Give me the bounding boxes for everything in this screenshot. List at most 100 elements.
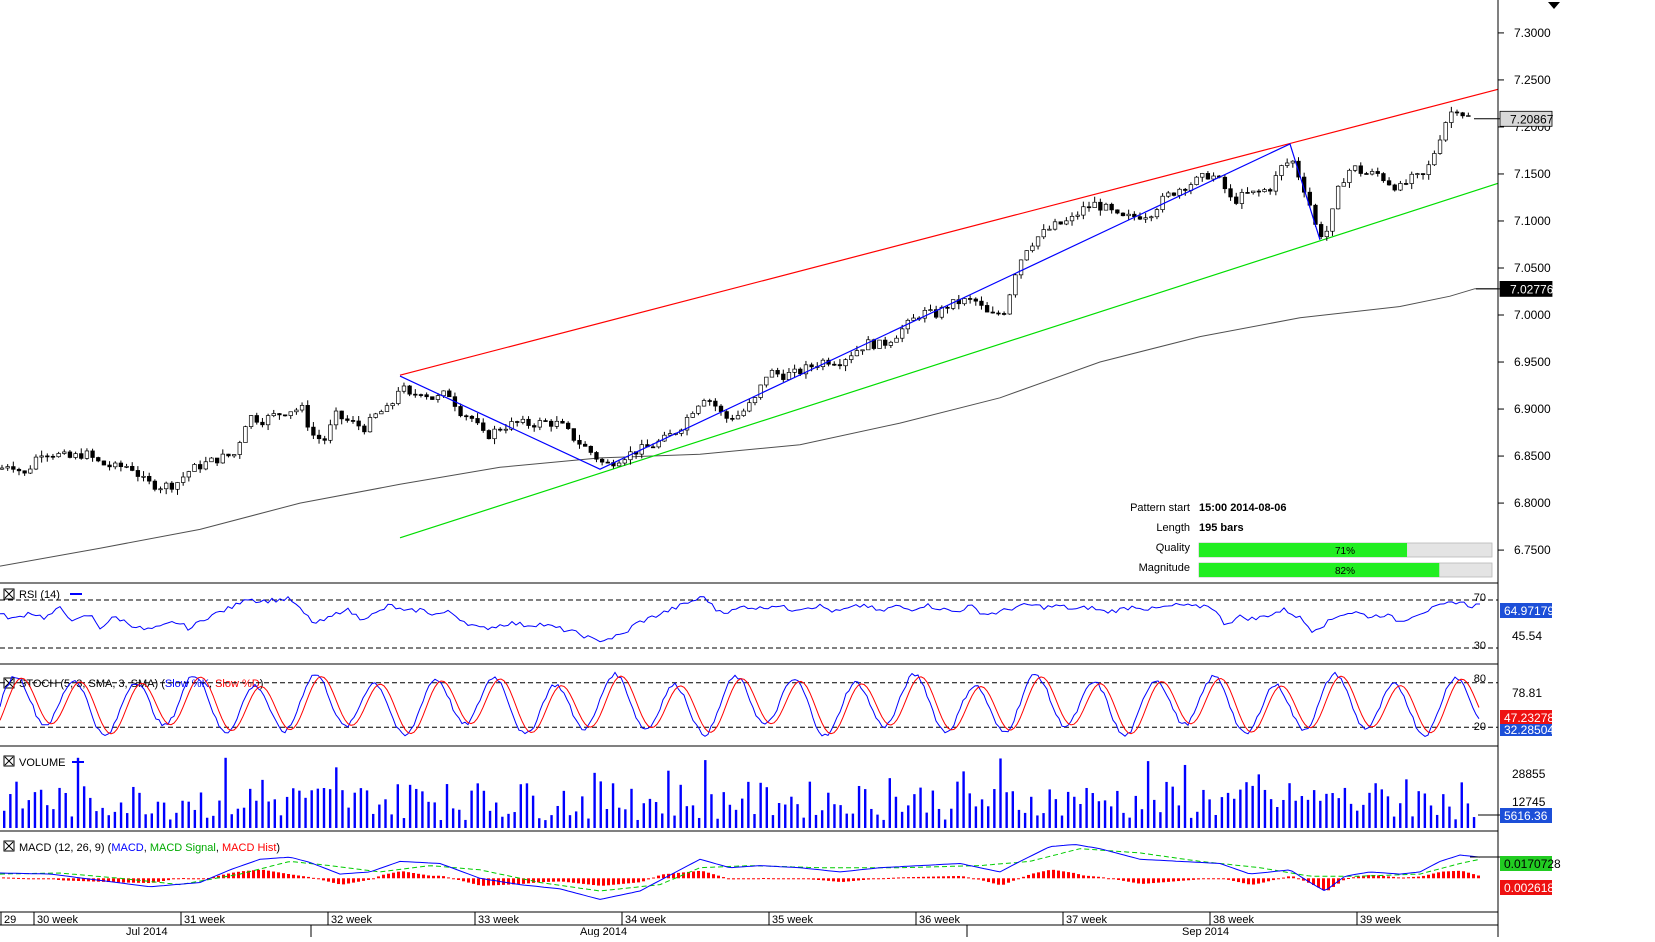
- macd-histogram: [2, 869, 1480, 891]
- macd-hist-bar: [222, 874, 225, 879]
- candle-body: [237, 442, 242, 455]
- volume-bar: [919, 787, 922, 828]
- volume-bar: [1017, 809, 1021, 828]
- volume-bar: [1103, 800, 1107, 828]
- volume-bar: [931, 790, 935, 828]
- macd-hist-bar: [252, 870, 255, 879]
- stoch-d-value-label: 47.23278: [1504, 711, 1554, 725]
- week-label: 38 week: [1213, 914, 1254, 926]
- macd-hist-bar: [627, 878, 630, 884]
- candle-body: [1239, 192, 1245, 204]
- macd-hist-bar: [812, 878, 815, 880]
- macd-hist-bar: [142, 878, 145, 883]
- volume-bar: [1091, 793, 1094, 828]
- macd-hist-bar: [1462, 871, 1465, 879]
- macd-hist-bar: [172, 878, 175, 880]
- macd-hist-bar: [402, 871, 405, 879]
- macd-hist-bar: [847, 878, 850, 882]
- ma-price-label: 7.02776: [1510, 282, 1554, 296]
- macd-hist-bar: [637, 878, 640, 883]
- macd-hist-bar: [52, 878, 55, 880]
- macd-title-close: ): [276, 842, 280, 854]
- candle-body: [62, 451, 67, 454]
- macd-hist-bar: [597, 878, 600, 886]
- macd-hist-bar: [1187, 878, 1190, 881]
- macd-hist-bar: [217, 875, 220, 879]
- volume-bar: [433, 802, 436, 828]
- volume-bar: [390, 814, 393, 828]
- candle-body: [158, 488, 163, 491]
- macd-hist-bar: [1312, 878, 1315, 886]
- macd-hist-bar: [152, 878, 155, 883]
- candle-body: [1234, 196, 1239, 204]
- macd-hist-bar: [1032, 873, 1035, 879]
- candle-body: [532, 425, 537, 428]
- macd-hist-bar: [37, 878, 40, 880]
- macd-hist-bar: [1157, 878, 1160, 883]
- volume-bar: [1288, 783, 1291, 828]
- stoch-d-line: [0, 675, 1480, 735]
- macd-hist-bar: [822, 878, 825, 881]
- candle-body: [101, 460, 107, 466]
- candle-body: [79, 453, 84, 459]
- ma-price-tag: 7.02776: [1476, 281, 1554, 297]
- volume-bar: [427, 801, 430, 828]
- macd-hist-bar: [692, 871, 695, 879]
- volume-bar: [519, 784, 522, 828]
- candle-body: [231, 454, 237, 457]
- macd-hist-bar: [132, 878, 135, 883]
- volume-bar: [1466, 803, 1470, 828]
- candle-body: [209, 457, 214, 463]
- stoch-title: STOCH (5, 3, SMA, 3, SMA) (Slow %K, Slow…: [19, 678, 263, 690]
- candle-body: [582, 443, 588, 447]
- candle-body: [367, 417, 373, 433]
- month-label: Sep 2014: [1182, 926, 1229, 937]
- macd-title-paren: (: [105, 842, 112, 854]
- volume-bar: [1171, 786, 1174, 828]
- week-label: 37 week: [1066, 914, 1107, 926]
- candle-body: [1115, 209, 1120, 214]
- candle-body: [198, 464, 203, 470]
- volume-bar: [476, 783, 479, 828]
- candle-body: [543, 420, 548, 422]
- candle-body: [996, 312, 1001, 315]
- volume-bar: [1159, 812, 1162, 828]
- volume-bar: [1048, 789, 1051, 828]
- candle-body: [107, 464, 112, 468]
- rsi-level-70-label: 70: [1474, 592, 1486, 604]
- volume-bar: [267, 801, 270, 828]
- current-price-label: 7.20867: [1510, 112, 1554, 126]
- volume-bar: [1417, 791, 1420, 828]
- macd-hist-bar: [1287, 876, 1290, 879]
- candle-body: [684, 417, 690, 431]
- candle-body: [1279, 165, 1284, 176]
- volume-bar: [1356, 810, 1359, 828]
- macd-hist-bar: [212, 876, 215, 879]
- macd-hist-bar: [227, 873, 230, 879]
- macd-hist-bar: [1052, 869, 1055, 879]
- volume-bar: [372, 813, 375, 828]
- month-labels: Jul 2014 Aug 2014 Sep 2014: [126, 925, 1229, 938]
- candle-body: [50, 455, 56, 458]
- macd-hist-bar: [27, 878, 30, 880]
- volume-bar: [741, 798, 744, 828]
- candle-body: [175, 482, 180, 490]
- scroll-marker-icon[interactable]: [1548, 2, 1560, 9]
- volume-bar: [365, 790, 369, 828]
- macd-hist-bar: [237, 871, 240, 879]
- candle-body: [1064, 220, 1069, 225]
- volume-bar: [15, 781, 18, 828]
- macd-hist-bar: [452, 878, 455, 880]
- candle-body: [650, 446, 656, 449]
- macd-hist-bar: [312, 877, 315, 879]
- macd-hist-bar: [932, 876, 935, 879]
- macd-hist-bar: [192, 878, 195, 880]
- candle-body: [45, 455, 50, 458]
- candle-body: [781, 373, 786, 380]
- candle-body: [305, 405, 310, 428]
- volume-bar: [33, 792, 37, 828]
- macd-hist-bar: [532, 878, 535, 883]
- price-tick-label: 6.7500: [1514, 543, 1551, 557]
- candle-body: [877, 339, 882, 349]
- volume-bar: [667, 770, 670, 828]
